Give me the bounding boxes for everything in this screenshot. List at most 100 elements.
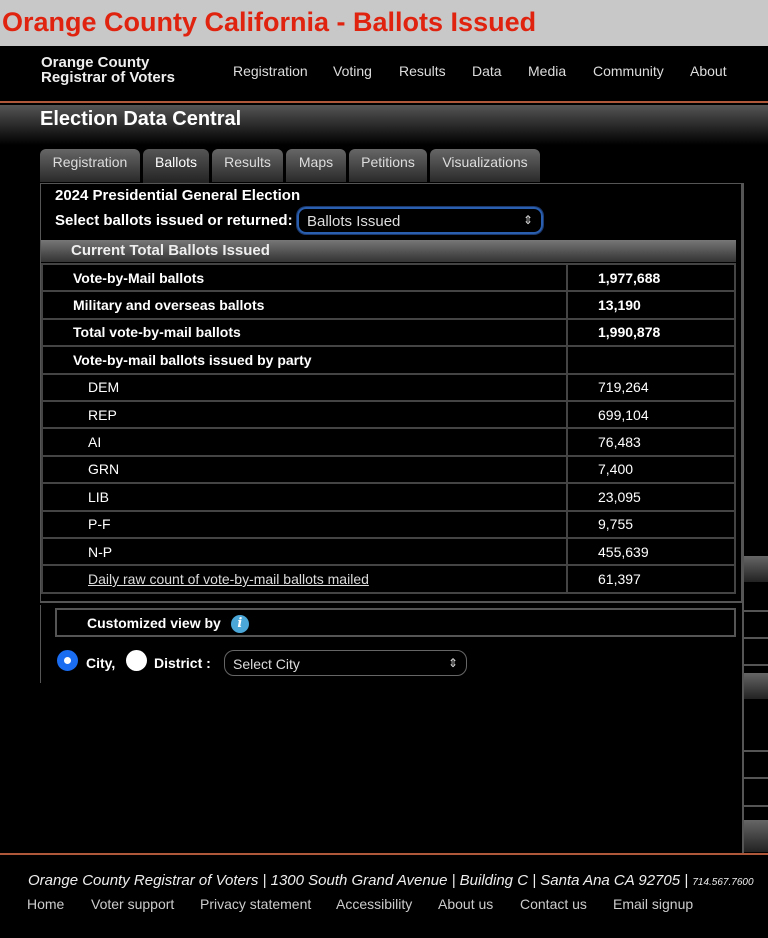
- address-text: Orange County Registrar of Voters | 1300…: [28, 872, 689, 889]
- row-label: Military and overseas ballots: [41, 290, 568, 320]
- nav-registration[interactable]: Registration: [233, 63, 308, 79]
- ballot-type-label: Select ballots issued or returned:: [55, 212, 293, 229]
- tab-results[interactable]: Results: [212, 149, 283, 182]
- table-row: LIB 23,095: [41, 482, 736, 512]
- row-value: 699,104: [566, 399, 736, 430]
- row-label: AI: [41, 427, 568, 457]
- table-row: DEM 719,264: [41, 372, 736, 402]
- row-value: 61,397: [566, 564, 736, 594]
- footer-link-voter-support[interactable]: Voter support: [91, 896, 175, 912]
- sidebar-block: [744, 673, 768, 699]
- info-icon[interactable]: i: [230, 615, 249, 634]
- sidebar-block: [744, 556, 768, 582]
- row-label: Daily raw count of vote-by-mail ballots …: [41, 564, 568, 594]
- district-label: District :: [154, 655, 211, 671]
- divider: [744, 610, 768, 612]
- table-row: GRN 7,400: [41, 454, 736, 485]
- row-label: GRN: [41, 454, 568, 485]
- top-nav: Orange County Registrar of Voters Registr…: [0, 46, 768, 103]
- nav-voting[interactable]: Voting: [333, 63, 372, 79]
- row-label-text: N-P: [88, 543, 113, 560]
- row-value: 76,483: [566, 427, 736, 457]
- table-row: Total vote-by-mail ballots 1,990,878: [41, 317, 736, 348]
- divider: [744, 664, 768, 666]
- row-label-text: LIB: [88, 488, 110, 505]
- row-label-text: REP: [88, 406, 117, 423]
- row-label-text: Vote-by-Mail ballots: [73, 269, 205, 286]
- row-value: 7,400: [566, 454, 736, 485]
- radio-dot: [64, 657, 71, 664]
- row-label: N-P: [41, 536, 568, 567]
- divider: [744, 805, 768, 807]
- divider: [744, 637, 768, 639]
- row-label-text: DEM: [88, 379, 120, 396]
- tab-registration[interactable]: Registration: [40, 149, 140, 182]
- nav-data[interactable]: Data: [472, 63, 502, 79]
- city-select-value: Select City: [233, 656, 300, 672]
- daily-count-link[interactable]: Daily raw count of vote-by-mail ballots …: [88, 570, 369, 587]
- footer-link-accessibility[interactable]: Accessibility: [336, 896, 413, 912]
- logo[interactable]: Orange County Registrar of Voters: [41, 55, 175, 85]
- row-value: 13,190: [566, 290, 736, 320]
- table-row: P-F 9,755: [41, 509, 736, 539]
- row-label-text: P-F: [88, 516, 111, 533]
- chevron-updown-icon: ⇕: [522, 213, 533, 227]
- footer: Orange County Registrar of Voters | 1300…: [0, 853, 768, 938]
- nav-about[interactable]: About: [690, 63, 727, 79]
- footer-link-privacy[interactable]: Privacy statement: [200, 896, 312, 912]
- row-label-text: AI: [88, 434, 102, 451]
- city-select[interactable]: Select City ⇕: [224, 650, 467, 676]
- table-row: Military and overseas ballots 13,190: [41, 290, 736, 320]
- row-label-text: Military and overseas ballots: [73, 297, 265, 314]
- ballots-panel: [40, 183, 742, 603]
- row-value: 719,264: [566, 372, 736, 402]
- row-label: DEM: [41, 372, 568, 402]
- table-row: Vote-by-mail ballots issued by party: [41, 345, 736, 375]
- row-value: [566, 345, 736, 375]
- nav-community[interactable]: Community: [593, 63, 664, 79]
- district-radio[interactable]: [126, 650, 147, 671]
- table-title: Current Total Ballots Issued: [41, 240, 736, 262]
- tab-visualizations[interactable]: Visualizations: [430, 149, 540, 182]
- nav-media[interactable]: Media: [528, 63, 567, 79]
- footer-link-contact[interactable]: Contact us: [520, 896, 587, 912]
- tab-maps[interactable]: Maps: [286, 149, 346, 182]
- row-label: REP: [41, 399, 568, 430]
- row-label: LIB: [41, 482, 568, 512]
- customized-view-header: Customized view by i: [55, 608, 736, 637]
- customized-view-title: Customized view by: [87, 615, 221, 631]
- row-value: 1,977,688: [566, 262, 736, 293]
- footer-link-home[interactable]: Home: [27, 896, 65, 912]
- logo-line2: Registrar of Voters: [41, 69, 175, 86]
- sidebar-block: [744, 820, 768, 852]
- row-value: 1,990,878: [566, 317, 736, 348]
- ballots-table: Vote-by-Mail ballots 1,977,688 Military an…: [41, 262, 736, 594]
- table-row: AI 76,483: [41, 427, 736, 457]
- row-label-text: Total vote-by-mail ballots: [73, 324, 241, 341]
- divider: [744, 777, 768, 779]
- ballot-type-value: Ballots Issued: [307, 213, 401, 230]
- footer-link-about-us[interactable]: About us: [438, 896, 494, 912]
- footer-address: Orange County Registrar of Voters | 1300…: [28, 872, 754, 889]
- page-title: Orange County California - Ballots Issue…: [0, 0, 768, 46]
- row-label-text: Vote-by-mail ballots issued by party: [73, 351, 312, 368]
- row-label: Vote-by-mail ballots issued by party: [41, 345, 568, 375]
- nav-results[interactable]: Results: [399, 63, 446, 79]
- ballot-type-select[interactable]: Ballots Issued ⇕: [297, 207, 543, 234]
- tab-petitions[interactable]: Petitions: [349, 149, 427, 182]
- divider: [40, 605, 41, 683]
- table-row: N-P 455,639: [41, 536, 736, 567]
- logo-line1: Orange County: [41, 54, 150, 71]
- chevron-updown-icon: ⇕: [447, 656, 458, 670]
- divider: [744, 750, 768, 752]
- tab-ballots[interactable]: Ballots: [143, 149, 209, 184]
- table-row: Vote-by-Mail ballots 1,977,688: [41, 262, 736, 293]
- footer-link-email-signup[interactable]: Email signup: [613, 896, 694, 912]
- table-row: REP 699,104: [41, 399, 736, 430]
- row-label-text: GRN: [88, 461, 120, 478]
- section-header: Election Data Central: [0, 105, 768, 145]
- row-value: 455,639: [566, 536, 736, 567]
- right-sidebar: [742, 183, 768, 853]
- election-name: 2024 Presidential General Election: [55, 187, 301, 204]
- table-row: Daily raw count of vote-by-mail ballots …: [41, 564, 736, 594]
